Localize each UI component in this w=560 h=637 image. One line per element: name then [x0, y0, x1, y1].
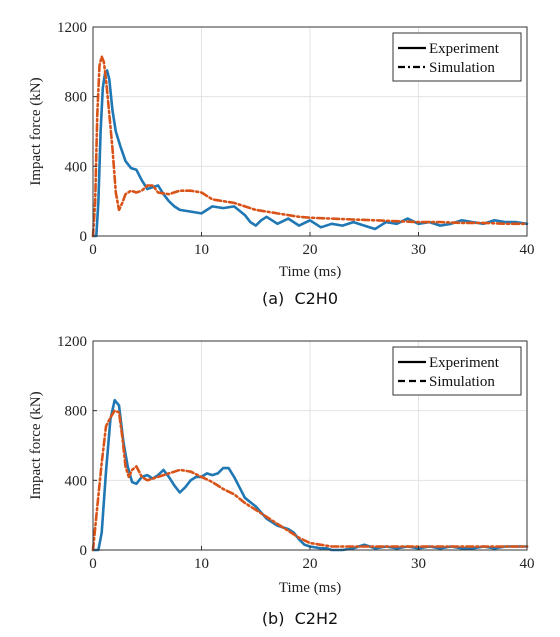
- x-tick-label: 20: [303, 242, 318, 258]
- x-tick-label: 10: [194, 242, 209, 258]
- x-axis-label: Time (ms): [279, 264, 341, 280]
- legend-label-simulation: Simulation: [429, 374, 495, 390]
- y-tick-label: 1200: [57, 334, 87, 350]
- legend-label-experiment: Experiment: [429, 355, 500, 371]
- y-tick-label: 0: [80, 229, 88, 245]
- y-tick-label: 1200: [57, 20, 87, 36]
- y-tick-label: 400: [65, 159, 88, 175]
- legend-box: [392, 32, 522, 82]
- x-tick-label: 40: [520, 242, 535, 258]
- x-tick-label: 0: [89, 556, 97, 572]
- y-tick-label: 0: [80, 543, 88, 559]
- x-axis-label: Time (ms): [279, 580, 341, 596]
- x-tick-label: 40: [520, 556, 535, 572]
- x-tick-label: 30: [411, 242, 426, 258]
- legend-label-simulation: Simulation: [429, 60, 495, 76]
- legend: Experiment Simulation: [392, 32, 522, 82]
- y-axis-label: Impact force (kN): [28, 391, 44, 499]
- x-tick-label: 10: [194, 556, 209, 572]
- legend-label-experiment: Experiment: [429, 41, 500, 57]
- x-tick-label: 30: [411, 556, 426, 572]
- y-tick-label: 400: [65, 473, 88, 489]
- legend-box: [392, 346, 522, 396]
- panel-caption: (b) C2H2: [262, 609, 338, 628]
- series-line-simulation: [91, 55, 529, 238]
- y-tick-label: 800: [65, 90, 88, 106]
- x-tick-label: 0: [89, 242, 97, 258]
- y-tick-label: 800: [65, 404, 88, 420]
- legend: Experiment Simulation: [392, 346, 522, 396]
- x-tick-label: 20: [303, 556, 318, 572]
- series-line-simulation: [91, 409, 529, 552]
- panel-caption: (a) C2H0: [262, 289, 338, 308]
- y-axis-label: Impact force (kN): [28, 77, 44, 185]
